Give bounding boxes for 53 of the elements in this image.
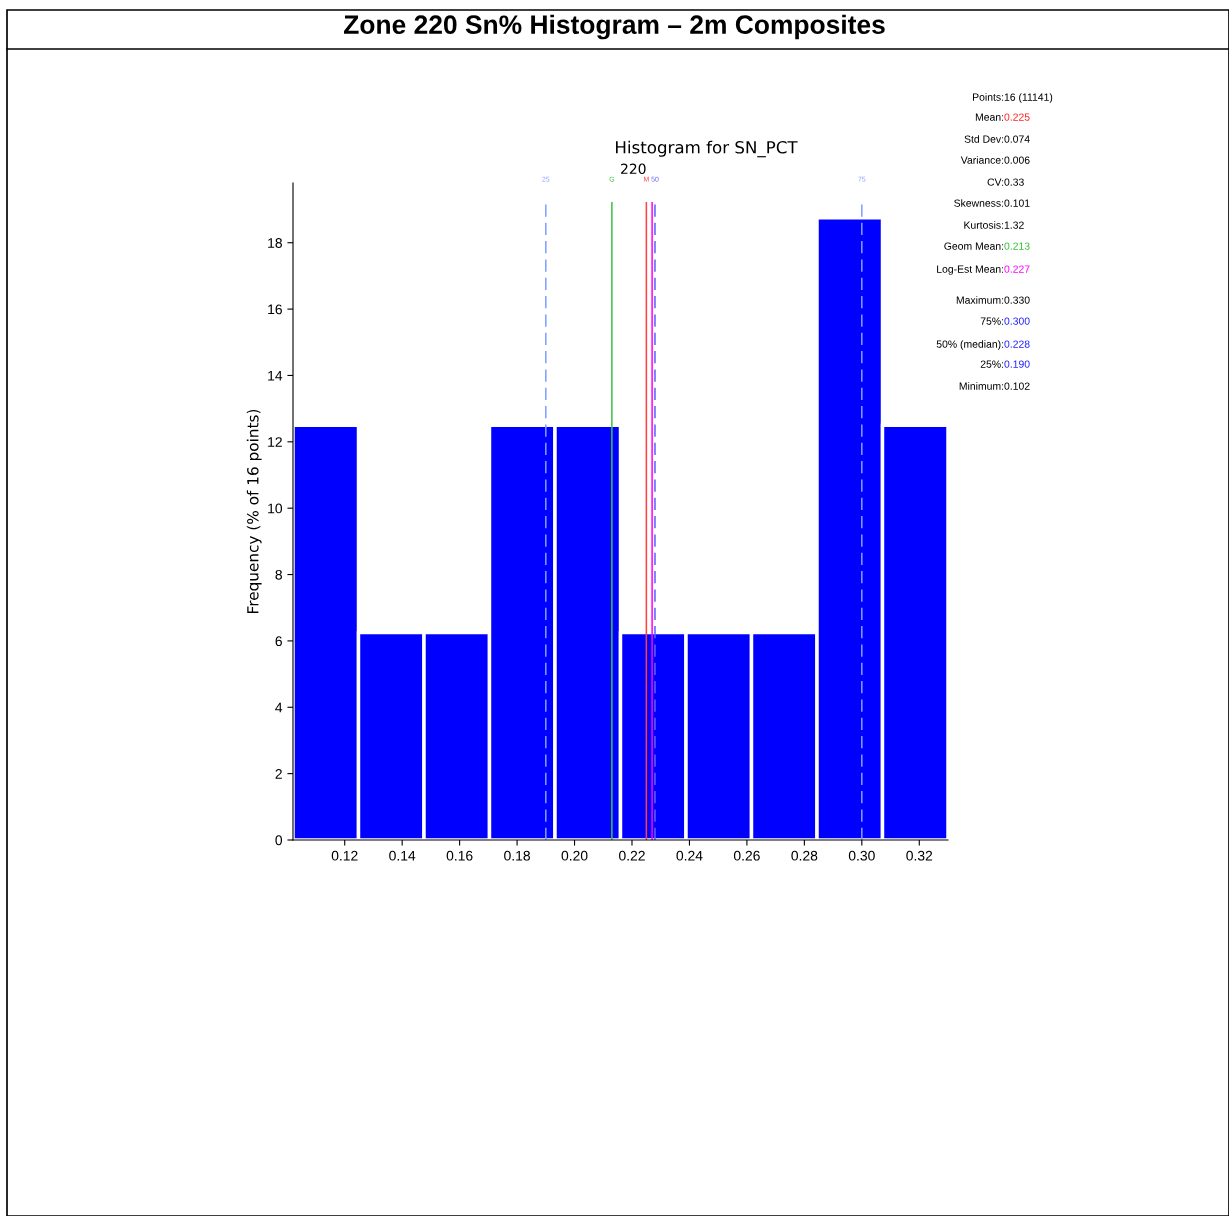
y-tick-label: 8	[275, 569, 282, 580]
text: Kurtosis:	[964, 221, 1004, 229]
x-tick-label: 0.18	[504, 850, 530, 861]
y-tick-label: 6	[275, 636, 282, 647]
x-tick-label: 0.26	[733, 850, 760, 861]
text: 0.330	[1004, 296, 1030, 304]
text: 1.32	[1004, 221, 1024, 229]
x-tick-label: 0.20	[561, 850, 588, 861]
y-axis-title: Frequency (% of 16 points)	[246, 409, 262, 613]
text: 0.190	[1004, 360, 1030, 368]
text: Mean:	[975, 113, 1004, 121]
text: 0.074	[1004, 135, 1030, 143]
x-tick-label: 0.16	[446, 850, 473, 861]
x-tick-label: 0.28	[791, 850, 818, 861]
chart-title: Zone 220 Sn% Histogram – 2m Composites	[344, 14, 885, 40]
text: 16 (11141)	[1004, 93, 1053, 103]
text: 0.228	[1004, 340, 1030, 348]
x-tick-label: 0.12	[331, 850, 358, 861]
y-tick-label: 12	[268, 437, 282, 447]
text: 25%:	[980, 360, 1004, 368]
x-tick-label: 0.24	[676, 850, 703, 861]
text: 0.300	[1004, 317, 1030, 325]
y-tick-label: 0	[275, 835, 283, 846]
text: 0.102	[1004, 382, 1030, 390]
text: 0.213	[1004, 242, 1030, 250]
annotation: Log-Est Mean:	[937, 265, 1004, 275]
text: 0.225	[1004, 113, 1030, 121]
text: CV:	[987, 178, 1004, 186]
text: 0.006	[1004, 156, 1030, 164]
annotation: Geom Mean:	[944, 242, 1004, 250]
x-tick-label: 0.32	[906, 850, 933, 861]
y-tick-label: 18	[268, 238, 282, 248]
y-tick-label: 16	[268, 304, 282, 315]
x-tick-label: 0.14	[389, 850, 416, 861]
text: 220	[621, 163, 646, 175]
text: Points:	[973, 93, 1004, 101]
x-tick-label: 0.30	[848, 850, 875, 861]
text: Maximum:	[956, 296, 1004, 304]
y-tick-label: 2	[275, 768, 282, 779]
x-tick-label: 0.22	[619, 850, 645, 861]
y-tick-label: 4	[275, 702, 283, 713]
text: Minimum:	[959, 382, 1004, 390]
chart-subtitle: Histogram for SN_PCT	[616, 140, 798, 158]
y-tick-label: 10	[268, 503, 283, 514]
text: Variance:	[960, 156, 1004, 164]
annotation: 50% (median):	[936, 340, 1004, 350]
text: 0.227	[1004, 265, 1030, 273]
text: 0.101	[1004, 199, 1030, 207]
text: 75%:	[980, 317, 1004, 325]
text: Std Dev:	[964, 135, 1004, 143]
y-tick-label: 14	[268, 370, 283, 381]
text: 0.33	[1004, 178, 1024, 186]
text: Skewness:	[954, 199, 1004, 207]
